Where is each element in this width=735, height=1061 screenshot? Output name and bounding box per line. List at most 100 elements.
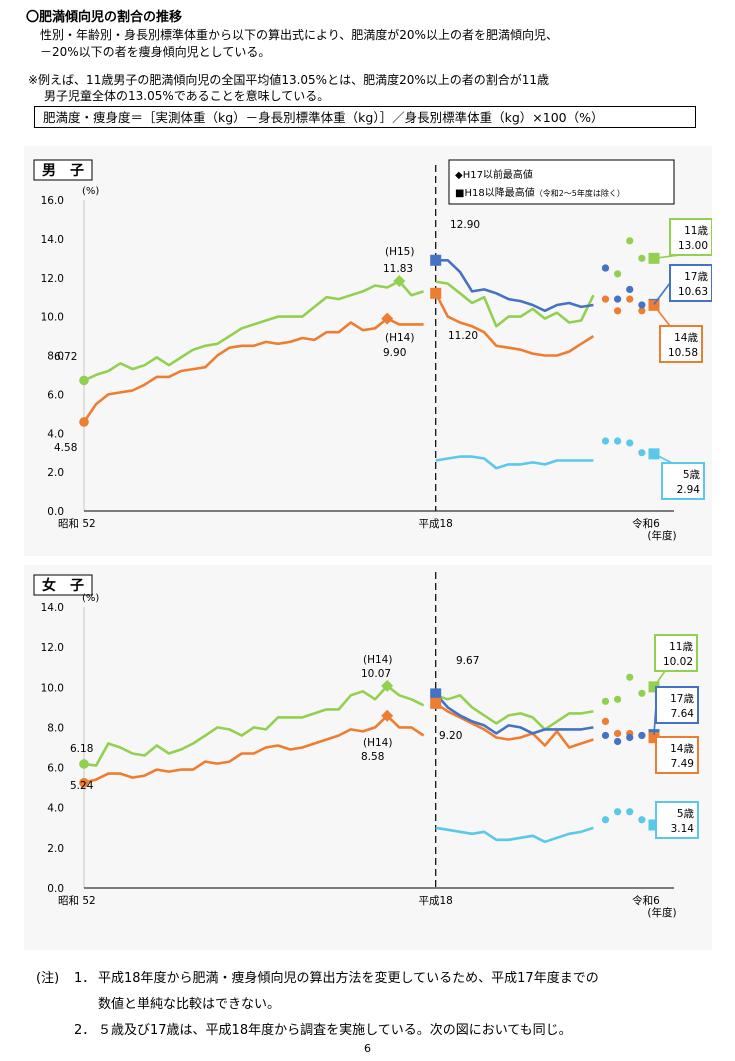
series-line-5歳 — [435, 826, 594, 844]
note-text: 数値と単純な比較はできない。 — [98, 997, 281, 1012]
example-note: ※例えば、11歳男子の肥満傾向児の全国平均値13.05%とは、肥満度20%以上の… — [28, 72, 549, 104]
data-dot-11歳 — [614, 270, 622, 278]
value-box-value: 7.49 — [671, 758, 694, 770]
callout-line — [653, 304, 671, 327]
data-dot-17歳 — [638, 301, 646, 309]
legend-item: ■H18以降最高値（令和2～5年度は除く） — [455, 186, 625, 199]
data-label: 11.83 — [383, 263, 413, 275]
data-dot-17歳 — [614, 737, 622, 746]
series-line-14歳 — [434, 702, 594, 749]
data-dot-11歳 — [626, 673, 634, 681]
series-line-17歳 — [434, 693, 594, 735]
footnote-1: (注) 1． 平成18年度から肥満・痩身傾向児の算出方法を変更しているため、平成… — [36, 966, 599, 992]
page-number: 6 — [364, 1042, 371, 1055]
data-dot-11歳 — [601, 697, 610, 705]
value-box-value: 13.00 — [678, 240, 708, 252]
y-axis-unit: (%) — [82, 593, 99, 604]
data-label: 12.90 — [450, 219, 480, 231]
series-line-11歳 — [83, 684, 425, 767]
callout-line — [653, 670, 666, 688]
y-tick-label: 2.0 — [47, 843, 64, 855]
x-tick-label: 平成18 — [419, 518, 453, 530]
series-line-11歳 — [435, 694, 594, 731]
y-tick-label: 4.0 — [47, 803, 64, 815]
y-tick-label: 8.0 — [47, 722, 64, 734]
y-tick-label: 14.0 — [41, 602, 64, 614]
value-box-value: 10.58 — [668, 347, 698, 359]
data-label: (H14) — [363, 737, 392, 749]
value-box-age: 17歳 — [684, 271, 708, 283]
series-line-11歳 — [83, 279, 424, 382]
y-axis-unit: (%) — [82, 186, 99, 197]
series-line-5歳 — [435, 455, 594, 470]
value-box — [659, 325, 703, 363]
series-line-14歳 — [82, 317, 424, 423]
data-dot-11歳 — [638, 254, 646, 262]
value-box — [669, 218, 713, 256]
value-box-value: 2.94 — [677, 484, 701, 496]
chart-title-box — [33, 159, 93, 181]
data-dot-14歳 — [626, 295, 634, 303]
intro-text: 性別・年齢別・身長別標準体重から以下の算出式により、肥満度が20%以上の者を肥満… — [40, 27, 720, 61]
data-dot-5歳 — [626, 439, 634, 447]
value-box-age: 11歳 — [669, 641, 693, 653]
data-dot-11歳 — [614, 695, 622, 703]
girls-chart: 女 子 (%) 0.0 2.0 4.0 6.0 8.0 10.0 12.0 14.0 昭和 52 平成… — [24, 565, 712, 950]
data-dot-11歳 — [638, 689, 646, 697]
data-dot-14歳 — [614, 307, 622, 315]
data-label: 10.07 — [361, 668, 391, 680]
x-tick-label: 昭和 52 — [58, 518, 96, 530]
value-box-age: 14歳 — [674, 332, 698, 344]
data-label: 8.58 — [361, 751, 384, 763]
data-dot-17歳 — [638, 731, 646, 740]
value-box — [655, 801, 699, 839]
data-dot-5歳 — [601, 437, 610, 445]
x-tick-label: 平成18 — [419, 895, 453, 907]
value-box — [654, 634, 698, 672]
y-tick-label: 10.0 — [41, 312, 64, 324]
y-tick-label: 12.0 — [41, 642, 64, 654]
y-tick-label: 2.0 — [47, 467, 64, 479]
note-number: 1． — [74, 971, 96, 986]
data-dot-17歳 — [626, 285, 634, 294]
data-label: 6.72 — [54, 351, 77, 363]
value-box-value: 10.02 — [663, 656, 693, 668]
max-marker-diamond — [393, 275, 406, 288]
legend-box — [448, 159, 675, 205]
series-line-14歳 — [83, 714, 425, 785]
data-label: 9.20 — [439, 730, 462, 742]
y-tick-label: 6.0 — [47, 389, 64, 401]
data-dot-17歳 — [601, 264, 610, 272]
start-marker — [79, 759, 89, 769]
callout-line — [653, 453, 673, 464]
data-dot-5歳 — [601, 816, 610, 824]
data-dot-17歳 — [614, 295, 622, 303]
max-marker-square — [430, 688, 442, 700]
note-number: 2． — [74, 1023, 96, 1038]
girls-chart-svg: 女 子(%) 0.0 2.0 4.0 6.0 8.0 10.0 12.0 14.0 昭和 52 平成… — [33, 572, 699, 919]
y-tick-label: 10.0 — [41, 682, 64, 694]
data-dot-5歳 — [614, 437, 622, 445]
example-line: 男子児童全体の13.05%であることを意味している。 — [44, 89, 330, 103]
data-label: 11.20 — [448, 330, 478, 342]
data-label: 9.67 — [456, 655, 479, 667]
x-tick-label: 令和6 — [632, 517, 660, 530]
legend-item: ◆H17以前最高値 — [455, 168, 533, 181]
value-box — [655, 686, 699, 724]
start-marker — [79, 778, 89, 788]
data-dot-17歳 — [626, 733, 634, 742]
x-tick-label: 令和6 — [632, 894, 660, 907]
data-dot-5歳 — [614, 808, 622, 816]
start-marker — [79, 375, 89, 386]
series-line-14歳 — [434, 292, 595, 357]
chart-title: 女 子 — [42, 577, 84, 594]
data-dot-17歳 — [601, 731, 610, 740]
value-box-value: 3.14 — [671, 823, 695, 835]
y-tick-label: 0.0 — [47, 506, 64, 518]
x-tick-label: 昭和 52 — [58, 895, 96, 907]
y-tick-label: 8.0 — [47, 351, 64, 363]
note-label: (注) — [36, 971, 60, 986]
formula-box: 肥満度・痩身度＝［実測体重（kg）－身長別標準体重（kg）］／身長別標準体重（k… — [34, 106, 696, 128]
callout-line — [653, 282, 671, 305]
footnote-2: 2． ５歳及び17歳は、平成18年度から調査を実施している。次の図においても同じ… — [36, 1018, 572, 1044]
